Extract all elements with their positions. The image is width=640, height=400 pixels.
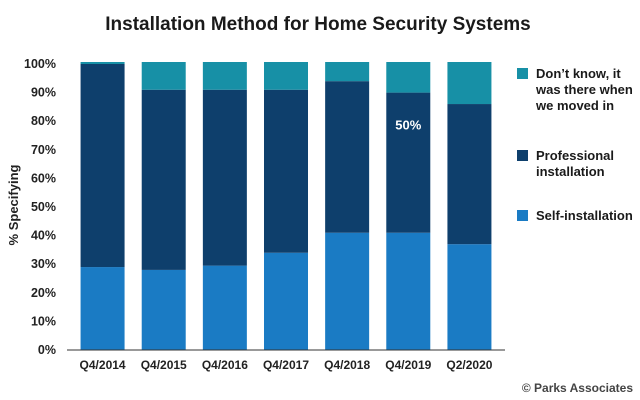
bars <box>80 62 492 350</box>
bar-professional <box>80 64 125 268</box>
annotations: 50% <box>395 117 421 132</box>
y-tick-label: 70% <box>31 143 56 157</box>
y-tick-label: 40% <box>31 229 56 243</box>
x-tick-label: Q4/2016 <box>202 358 248 372</box>
legend-label: we moved in <box>535 98 614 113</box>
x-tick-label: Q4/2017 <box>263 358 309 372</box>
y-tick-label: 20% <box>31 286 56 300</box>
bar-self <box>264 252 308 350</box>
bar-self <box>447 244 492 350</box>
y-axis-label: % Specifying <box>6 164 21 245</box>
y-tick-label: 0% <box>38 343 56 357</box>
bar-self <box>80 267 125 350</box>
bar-dontknow <box>141 62 186 90</box>
y-axis-ticks: 0% 10% 20% 30% 40% 50% 60% 70% 80% 90% 100% <box>24 57 56 357</box>
y-tick-label: 50% <box>31 200 56 214</box>
legend-label: Professional <box>536 148 614 163</box>
y-tick-label: 60% <box>31 171 56 185</box>
bar-dontknow <box>202 62 247 90</box>
bar-self <box>141 269 186 350</box>
credit-text: © Parks Associates <box>522 381 633 395</box>
legend-swatch <box>517 150 528 161</box>
bar-dontknow <box>325 62 370 82</box>
legend-label: Don’t know, it <box>536 66 621 81</box>
bar-dontknow <box>264 62 308 90</box>
bar-self <box>202 265 247 350</box>
y-tick-label: 100% <box>24 57 56 71</box>
legend-label: installation <box>536 164 605 179</box>
legend-label: Self-installation <box>536 208 633 223</box>
x-tick-label: Q4/2018 <box>324 358 370 372</box>
data-label: 50% <box>395 117 421 132</box>
bar-professional <box>141 89 186 270</box>
bar-dontknow <box>447 62 492 105</box>
bar-dontknow <box>386 62 431 93</box>
y-tick-label: 80% <box>31 114 56 128</box>
y-tick-label: 90% <box>31 86 56 100</box>
legend-swatch <box>517 68 528 79</box>
chart-title: Installation Method for Home Security Sy… <box>105 14 530 35</box>
bar-self <box>325 232 370 350</box>
x-axis-ticks: Q4/2014 Q4/2015 Q4/2016 Q4/2017 Q4/2018 Q4/20… <box>80 358 493 372</box>
bar-professional <box>386 92 431 233</box>
y-tick-label: 10% <box>31 314 56 328</box>
bar-professional <box>325 81 370 233</box>
bar-self <box>386 232 431 350</box>
bar-dontknow <box>80 62 125 64</box>
bar-professional <box>264 89 308 253</box>
bar-professional <box>202 89 247 266</box>
x-tick-label: Q4/2014 <box>80 358 126 372</box>
x-tick-label: Q2/2020 <box>446 358 492 372</box>
x-tick-label: Q4/2019 <box>385 358 431 372</box>
legend-label: was there when <box>535 82 633 97</box>
x-tick-label: Q4/2015 <box>141 358 187 372</box>
y-tick-label: 30% <box>31 257 56 271</box>
bar-professional <box>447 104 492 245</box>
legend-swatch <box>517 210 528 221</box>
